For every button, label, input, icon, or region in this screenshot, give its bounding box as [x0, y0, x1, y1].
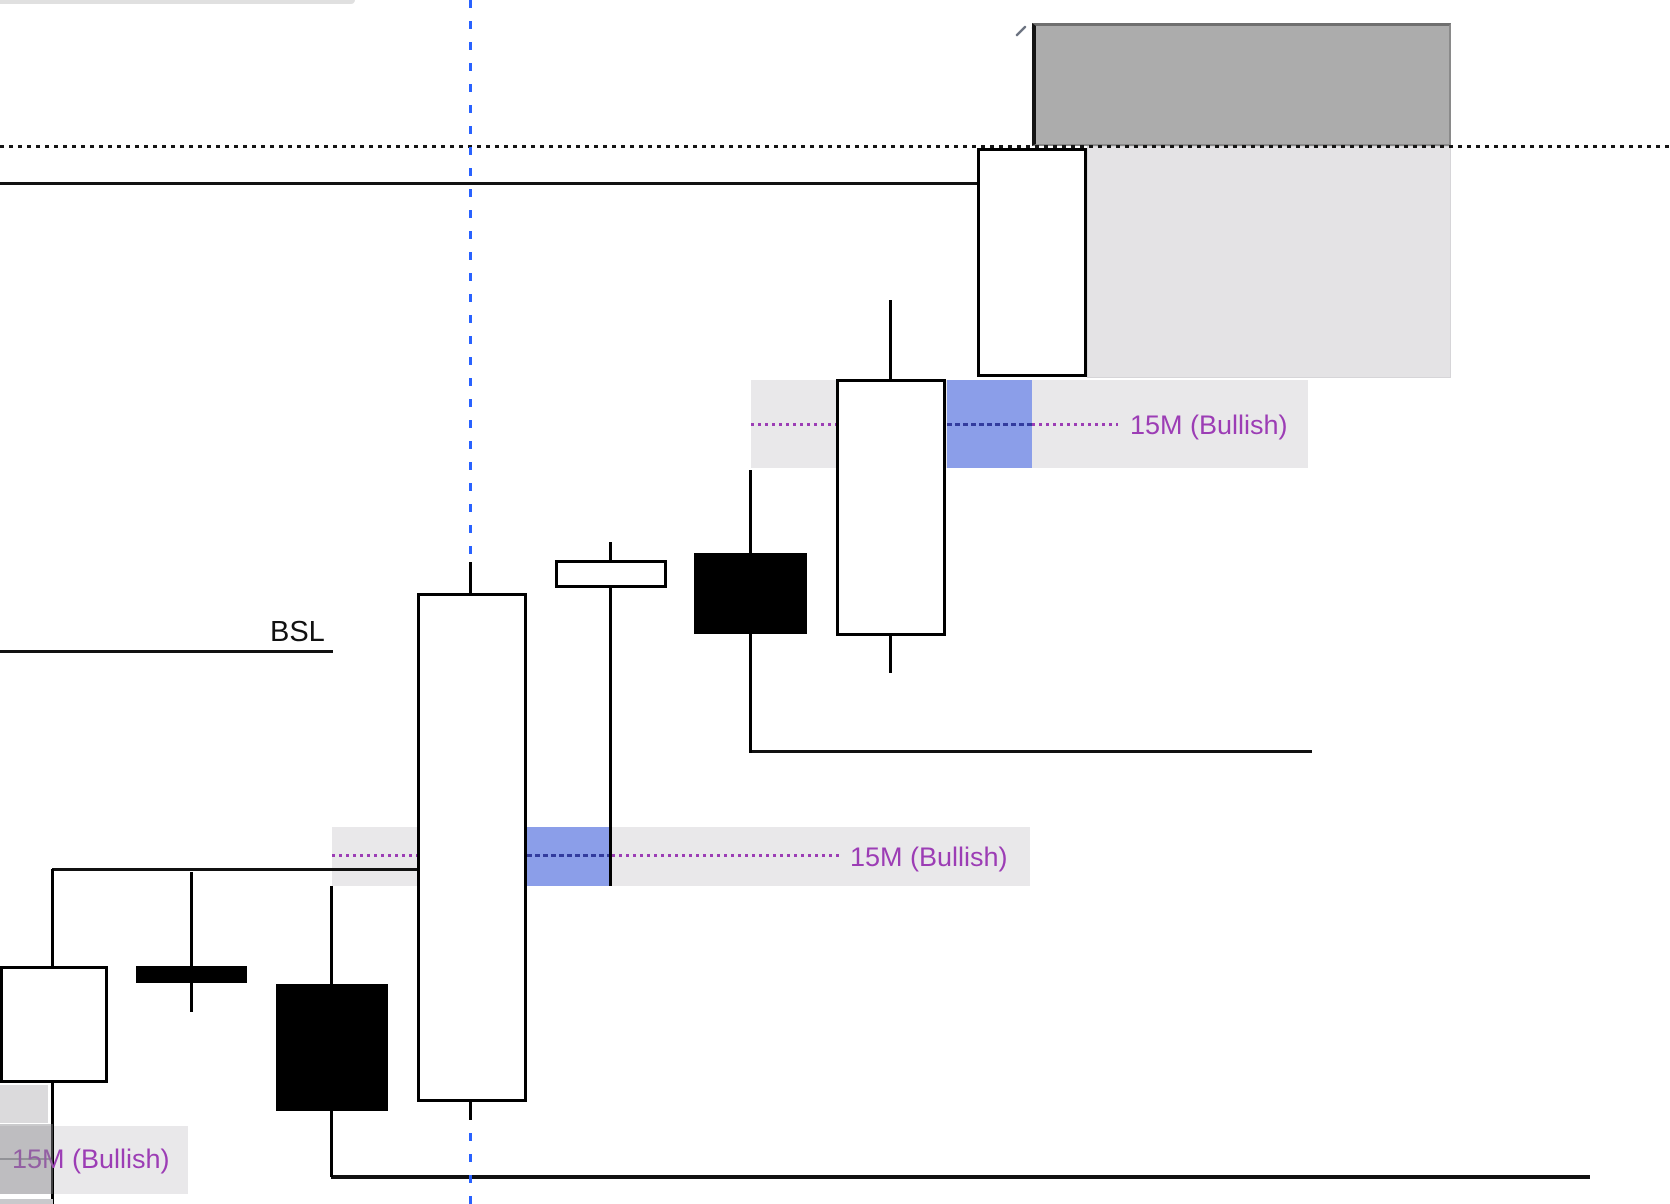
candle-bullish — [836, 379, 946, 636]
zone-mid-dotted-right[interactable] — [612, 854, 840, 857]
order-block-light[interactable] — [1087, 146, 1451, 378]
session-vline-lower[interactable] — [469, 1133, 472, 1204]
bsl-label[interactable]: BSL — [270, 616, 325, 648]
candle-bearish — [276, 984, 388, 1111]
structure-line-right[interactable] — [751, 750, 1312, 753]
candle-bearish — [694, 553, 807, 634]
candle-wick — [190, 872, 193, 1012]
candle-bullish — [555, 560, 667, 588]
zone-bottom-left-label[interactable]: 15M (Bullish) — [12, 1144, 170, 1174]
bsl-line[interactable] — [0, 650, 333, 653]
liquidity-dotted-line[interactable] — [0, 145, 1670, 148]
zone-top-navy-dash[interactable] — [947, 423, 1032, 426]
zone-top-label[interactable]: 15M (Bullish) — [1130, 410, 1288, 440]
gray-box-bottom-left-overlay[interactable] — [0, 1124, 53, 1194]
candle-bullish — [417, 593, 527, 1102]
order-block-dark[interactable] — [1032, 23, 1451, 146]
session-vline-upper[interactable] — [469, 0, 472, 562]
zone-top-dotted-left[interactable] — [751, 423, 836, 426]
zone-mid-dotted-left[interactable] — [332, 854, 417, 857]
zone-mid-navy-dash[interactable] — [527, 854, 612, 857]
bottom-support-line[interactable] — [331, 1175, 1590, 1179]
candle-bullish — [0, 966, 108, 1083]
fvg-band-bottom-left[interactable] — [0, 1126, 188, 1194]
toolbar-bottom-edge — [0, 0, 355, 4]
candle-wick — [609, 542, 612, 886]
gray-box-bottom-left-sliver[interactable] — [0, 1199, 53, 1204]
zone-mid-label[interactable]: 15M (Bullish) — [850, 842, 1008, 872]
candle-bearish — [136, 966, 247, 983]
structure-line-left[interactable] — [52, 868, 417, 871]
gray-box-bottom-left-upper[interactable] — [0, 1085, 48, 1123]
bl-box-midline[interactable] — [0, 1158, 53, 1160]
range-high-line[interactable] — [0, 182, 977, 185]
zone-top-dotted-right[interactable] — [1032, 423, 1118, 426]
candle-bullish — [977, 148, 1087, 377]
